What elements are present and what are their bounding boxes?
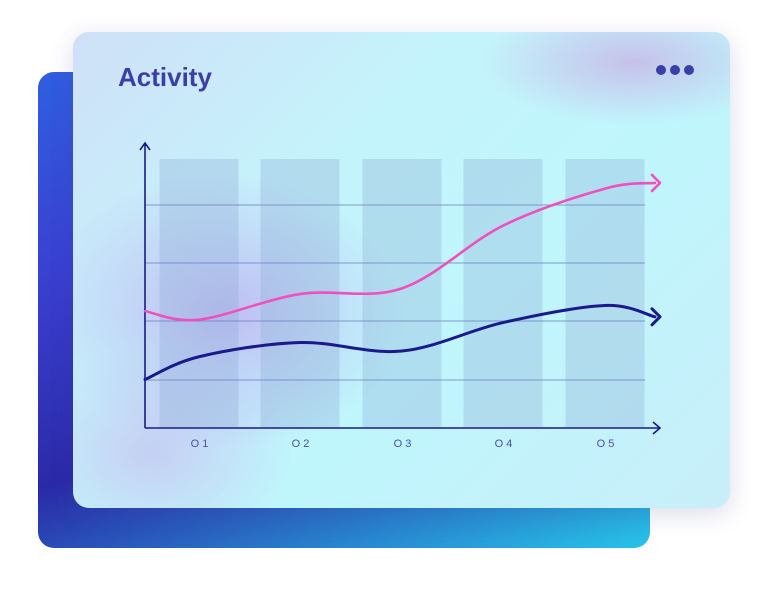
y-axis — [139, 141, 151, 428]
x-tick-label: O2 — [292, 438, 313, 450]
x-axis — [145, 421, 662, 435]
bar-column-5 — [565, 159, 645, 428]
series-arrow-1 — [650, 173, 662, 193]
series-arrow-2 — [650, 307, 662, 327]
x-tick-label: O5 — [597, 438, 618, 450]
more-horizontal-icon[interactable] — [656, 65, 694, 75]
x-tick-label: O4 — [495, 438, 516, 450]
bar-column-1 — [159, 159, 239, 428]
x-tick-label: O3 — [394, 438, 415, 450]
card-title: Activity — [118, 62, 212, 92]
x-tick-label: O1 — [191, 438, 212, 450]
bar-column-4 — [463, 159, 543, 428]
